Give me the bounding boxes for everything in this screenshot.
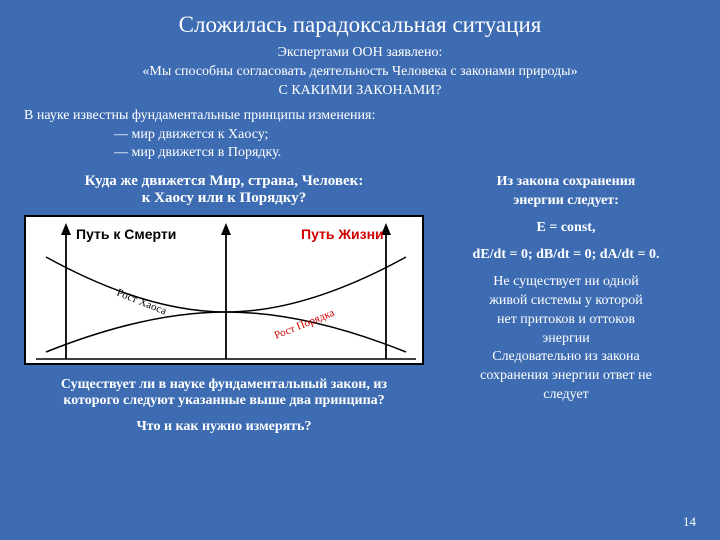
- chart-left-label: Путь к Смерти: [76, 226, 176, 242]
- principles-bullet-1: — мир движется к Хаосу;: [114, 126, 696, 145]
- intro-line-1: Экспертами ООН заявлено:: [24, 44, 696, 63]
- law-line-2: энергии следует:: [513, 193, 619, 208]
- t5: Следовательно из закона: [492, 349, 640, 364]
- right-column: Из закона сохранения энергии следует: E …: [436, 173, 696, 445]
- principles-bullet-2: — мир движется в Порядку.: [114, 144, 696, 163]
- curve-right-label: Рост Порядка: [273, 307, 337, 342]
- q2-line-1: Существует ли в науке фундаментальный за…: [24, 377, 424, 393]
- t7: следует: [543, 387, 589, 402]
- intro-line-3: С КАКИМИ ЗАКОНАМИ?: [24, 82, 696, 101]
- q1-line-2: к Хаосу или к Порядку?: [24, 190, 424, 207]
- question-2: Существует ли в науке фундаментальный за…: [24, 377, 424, 409]
- t4: энергии: [542, 331, 589, 346]
- slide-title: Сложилась парадоксальная ситуация: [24, 12, 696, 38]
- question-3: Что и как нужно измерять?: [24, 419, 424, 435]
- law-heading: Из закона сохранения энергии следует:: [436, 173, 696, 211]
- curve-left-label: Рост Хаоса: [115, 287, 168, 318]
- intro-line-2: «Мы способны согласовать деятельность Че…: [24, 63, 696, 82]
- q1-line-1: Куда же движется Мир, страна, Человек:: [24, 173, 424, 190]
- conclusion-text: Не существует ни одной живой системы у к…: [436, 273, 696, 405]
- left-arrowhead: [61, 223, 71, 235]
- question-1: Куда же движется Мир, страна, Человек: к…: [24, 173, 424, 207]
- q2-line-2: которого следуют указанные выше два прин…: [24, 393, 424, 409]
- t6: сохранения энергии ответ не: [480, 368, 652, 383]
- principles-block: В науке известны фундаментальные принцип…: [24, 107, 696, 164]
- t3: нет притоков и оттоков: [497, 312, 635, 327]
- t2: живой системы у которой: [489, 293, 643, 308]
- chart-right-label: Путь Жизни: [301, 226, 384, 242]
- principles-line-1: В науке известны фундаментальные принцип…: [24, 107, 696, 126]
- intro-block: Экспертами ООН заявлено: «Мы способны со…: [24, 44, 696, 101]
- law-line-1: Из закона сохранения: [497, 174, 636, 189]
- equation-2: dE/dt = 0; dB/dt = 0; dA/dt = 0.: [436, 246, 696, 265]
- center-arrowhead: [221, 223, 231, 235]
- paths-chart: Путь к Смерти Путь Жизни Рост Хаоса Рост…: [24, 215, 424, 365]
- t1: Не существует ни одной: [493, 274, 639, 289]
- left-column: Куда же движется Мир, страна, Человек: к…: [24, 173, 424, 445]
- page-number: 14: [683, 514, 696, 530]
- equation-1: E = const,: [436, 219, 696, 238]
